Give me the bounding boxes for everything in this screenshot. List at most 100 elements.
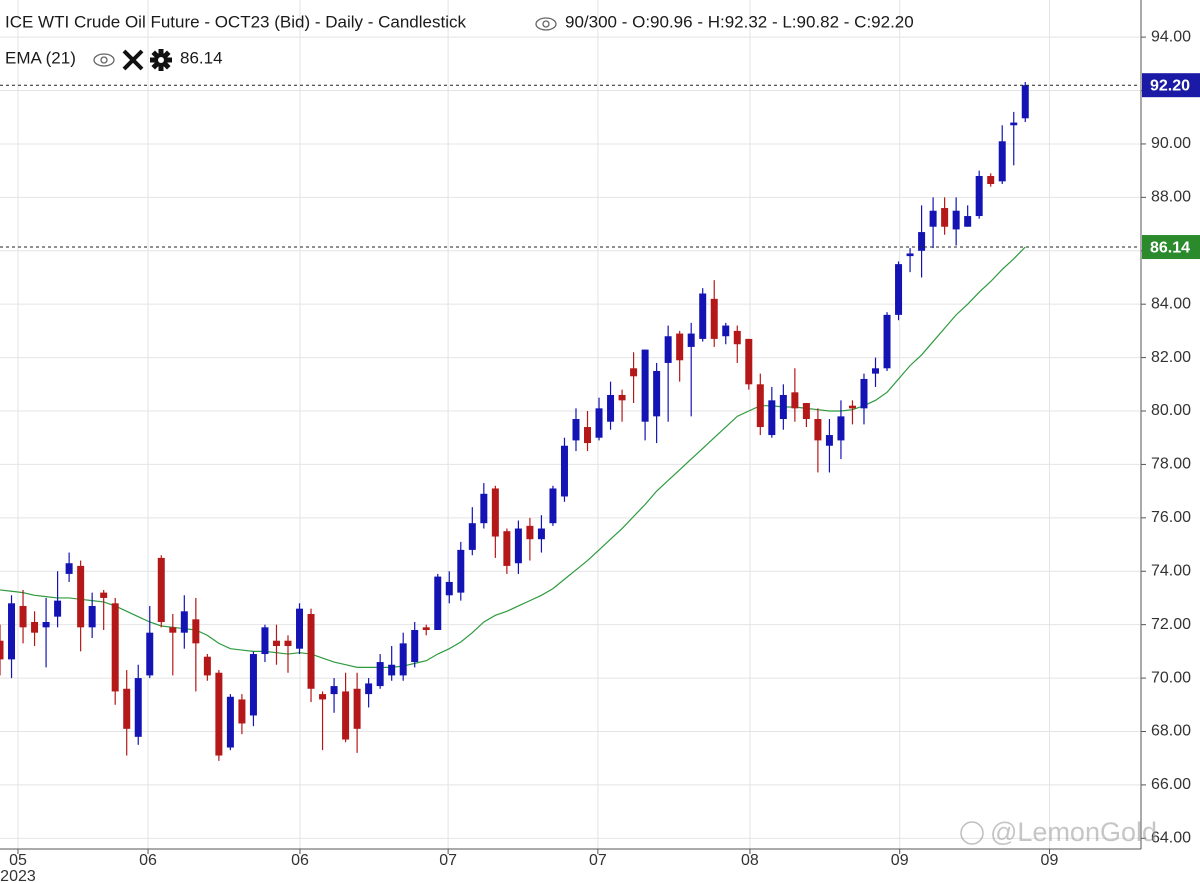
candle-body [756, 384, 764, 428]
candle-body [618, 394, 626, 401]
candle-body [1021, 85, 1029, 119]
candle-body [146, 632, 154, 676]
candle-body [848, 405, 856, 409]
legend-value: 86.14 [180, 48, 223, 67]
y-tick-label: 66.00 [1151, 776, 1191, 793]
candle-body [779, 394, 787, 420]
candle-body [676, 333, 684, 361]
watermark: @LemonGold [960, 817, 1157, 847]
y-tick-label: 94.00 [1151, 28, 1191, 45]
remove-icon[interactable] [122, 49, 144, 71]
candle-body [284, 640, 292, 647]
candle-body [31, 621, 39, 633]
candle-body [837, 416, 845, 441]
watermark-text: @LemonGold [990, 817, 1157, 847]
candle-body [353, 688, 361, 729]
candle-body [722, 325, 730, 337]
candle-body [975, 175, 983, 217]
candle-body [952, 210, 960, 230]
candle-body [653, 370, 661, 417]
candle-body [457, 549, 465, 593]
candle-body [342, 691, 350, 740]
candle-body [388, 664, 396, 676]
candle-body [307, 613, 315, 689]
candle-body [330, 686, 338, 695]
candle-body [572, 419, 580, 441]
candle-body [319, 694, 327, 700]
legend-label: EMA (21) [5, 48, 76, 67]
candle-body [42, 621, 50, 628]
candle-body [434, 576, 442, 631]
x-tick-label: 07 [439, 852, 457, 869]
ema-line [0, 246, 1026, 668]
candle-body [595, 408, 603, 438]
candle-body [687, 333, 695, 347]
y-tick-label: 74.00 [1151, 562, 1191, 579]
x-tick-label: 05 [9, 852, 27, 869]
candle-body [65, 563, 73, 574]
candle-body [883, 314, 891, 369]
candle-body [77, 565, 85, 628]
candle-body [549, 488, 557, 524]
candle-body [941, 208, 949, 227]
chart-status: 90/300 - O:90.96 - H:92.32 - L:90.82 - C… [565, 12, 914, 31]
candle-body [100, 592, 108, 598]
candle-body [203, 656, 211, 676]
y-tick-label: 72.00 [1151, 616, 1191, 633]
y-tick-label: 64.00 [1151, 830, 1191, 847]
candle-body [123, 688, 131, 729]
candle-body [169, 627, 177, 633]
candle-body [54, 600, 62, 617]
candle-body [0, 640, 4, 660]
candle-body [872, 368, 880, 374]
eye-icon[interactable] [93, 53, 115, 67]
candle-body [825, 435, 833, 446]
candle-body [802, 403, 810, 420]
candle-body [733, 330, 741, 345]
y-tick-label: 78.00 [1151, 456, 1191, 473]
candle-body [365, 683, 373, 695]
candle-body [906, 253, 914, 257]
candle-body [8, 603, 16, 660]
candle-body [226, 696, 234, 748]
eye-icon[interactable] [535, 17, 557, 31]
candle-body [261, 627, 269, 655]
candle-body [710, 298, 718, 339]
candle-body [791, 392, 799, 409]
candle-body [238, 699, 246, 724]
y-tick-label: 88.00 [1151, 189, 1191, 206]
candle-body [664, 336, 672, 363]
candle-body [422, 627, 430, 631]
settings-icon[interactable] [150, 49, 172, 71]
grid [0, 0, 1140, 849]
x-tick-label: 06 [139, 852, 157, 869]
candle-body [480, 493, 488, 524]
y-tick-label: 76.00 [1151, 509, 1191, 526]
candle-body [157, 557, 165, 622]
y-tick-label: 70.00 [1151, 669, 1191, 686]
candle-body [491, 488, 499, 537]
last-value-label: 92.20 [1150, 77, 1190, 94]
candle-body [180, 611, 188, 633]
candle-body [768, 400, 776, 436]
candle-body [468, 523, 476, 550]
candle-body [998, 141, 1006, 182]
plot-area [0, 81, 1140, 761]
candle-body [630, 368, 638, 377]
candle-body [964, 216, 972, 227]
candle-body [526, 525, 534, 540]
candle-body [895, 264, 903, 315]
y-tick-label: 82.00 [1151, 349, 1191, 366]
header: ICE WTI Crude Oil Future - OCT23 (Bid) -… [5, 12, 914, 71]
y-tick-label: 90.00 [1151, 135, 1191, 152]
candle-body [918, 232, 926, 251]
x-tick-label: 08 [741, 852, 759, 869]
candle-body [19, 605, 27, 628]
candle-body [987, 175, 995, 185]
candle-body [745, 338, 753, 385]
candle-body [503, 531, 511, 566]
x-tick-label: 07 [589, 852, 607, 869]
candle-body [399, 643, 407, 676]
candle-body [376, 662, 384, 687]
